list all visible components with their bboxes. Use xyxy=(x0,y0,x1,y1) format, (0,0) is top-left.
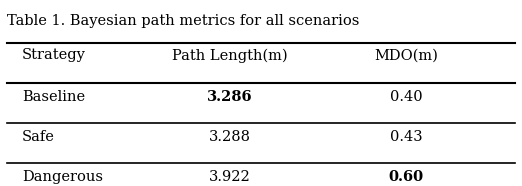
Text: MDO(m): MDO(m) xyxy=(374,48,438,62)
Text: Dangerous: Dangerous xyxy=(22,170,103,184)
Text: 3.288: 3.288 xyxy=(209,130,251,144)
Text: 3.922: 3.922 xyxy=(209,170,251,184)
Text: Strategy: Strategy xyxy=(22,48,86,62)
Text: 3.286: 3.286 xyxy=(207,90,253,104)
Text: Path Length(m): Path Length(m) xyxy=(172,48,288,63)
Text: 0.60: 0.60 xyxy=(389,170,424,184)
Text: 0.43: 0.43 xyxy=(390,130,423,144)
Text: Baseline: Baseline xyxy=(22,90,85,104)
Text: 0.40: 0.40 xyxy=(390,90,423,104)
Text: Safe: Safe xyxy=(22,130,55,144)
Text: Table 1. Bayesian path metrics for all scenarios: Table 1. Bayesian path metrics for all s… xyxy=(7,14,359,28)
